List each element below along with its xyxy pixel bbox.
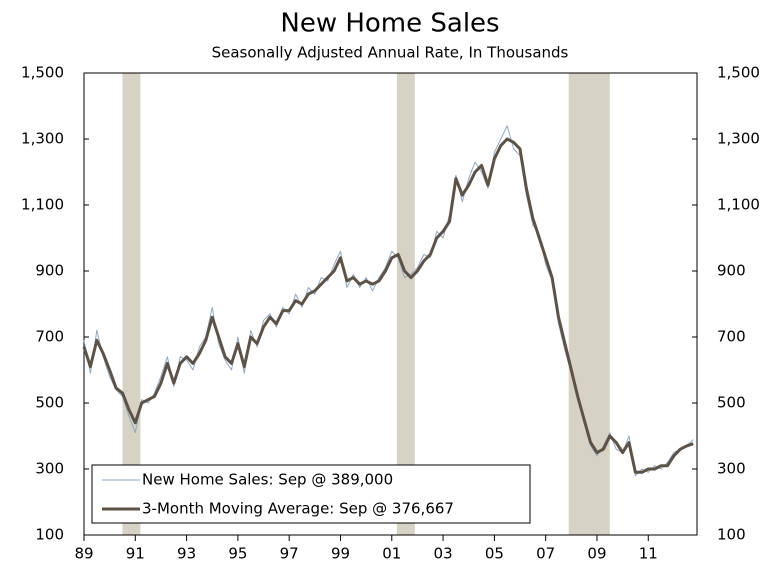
x-tick-label: 97	[280, 545, 299, 563]
x-tick-label: 93	[177, 545, 196, 563]
y-tick-label: 700	[35, 328, 64, 346]
series-line	[82, 137, 694, 474]
y-tick-label: 1,100	[21, 196, 64, 214]
y2-tick-label: 700	[717, 328, 746, 346]
y-tick-label: 1,300	[21, 130, 64, 148]
x-tick-label: 95	[228, 545, 247, 563]
y-tick-label: 500	[35, 394, 64, 412]
chart-subtitle: Seasonally Adjusted Annual Rate, In Thou…	[212, 44, 569, 62]
recession-band	[396, 73, 415, 535]
recession-band	[568, 73, 610, 535]
x-tick-label: 03	[434, 545, 453, 563]
x-tick-label: 01	[382, 545, 401, 563]
chart-title: New Home Sales	[280, 9, 499, 39]
x-tick-label: 99	[331, 545, 350, 563]
x-tick-label: 07	[536, 545, 555, 563]
y2-tick-label: 1,100	[717, 196, 760, 214]
x-tick-label: 89	[74, 545, 93, 563]
y2-tick-label: 1,300	[717, 130, 760, 148]
y-tick-label: 1,500	[21, 64, 64, 82]
legend-box	[91, 464, 531, 524]
x-tick-label: 09	[587, 545, 606, 563]
x-tick-label: 91	[126, 545, 145, 563]
y-tick-label: 100	[35, 526, 64, 544]
plot-frame	[83, 72, 698, 536]
legend-label: 3-Month Moving Average: Sep @ 376,667	[142, 500, 454, 518]
y-tick-label: 300	[35, 460, 64, 478]
x-tick-label: 11	[639, 545, 658, 563]
y-tick-label: 900	[35, 262, 64, 280]
y2-tick-label: 900	[717, 262, 746, 280]
legend-label: New Home Sales: Sep @ 389,000	[142, 471, 393, 489]
y2-tick-label: 300	[717, 460, 746, 478]
y2-tick-label: 1,500	[717, 64, 760, 82]
x-tick-label: 05	[485, 545, 504, 563]
y2-tick-label: 100	[717, 526, 746, 544]
y2-tick-label: 500	[717, 394, 746, 412]
